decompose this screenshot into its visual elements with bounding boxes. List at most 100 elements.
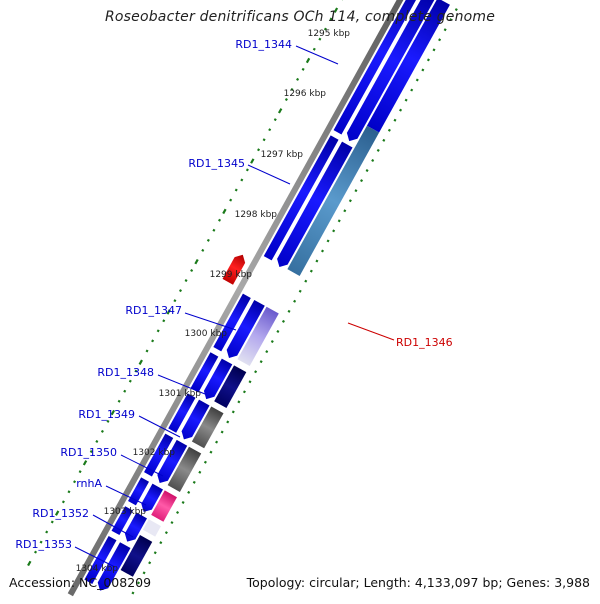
outer-tick-mark [296,78,299,81]
inner-tick-mark [421,68,424,71]
outer-tick-mark [274,118,277,121]
inner-tick-mark [182,501,185,504]
outer-tick-mark [306,58,310,63]
gene-label-rd1-1347[interactable]: RD1_1347 [125,304,182,317]
outer-tick-mark [83,460,87,465]
inner-tick-mark [321,250,324,253]
outer-tick-mark [101,430,104,433]
inner-tick-mark [299,290,302,293]
gene-label-rd1-1353[interactable]: RD1_1353 [15,538,72,551]
inner-tick-mark [366,169,369,172]
genome-summary-text: Topology: circular; Length: 4,133,097 bp… [247,575,590,590]
map-title: Roseobacter denitrificans OCh 114, compl… [0,9,600,25]
inner-tick-mark [444,28,447,31]
outer-tick-mark [45,531,48,534]
outer-tick-mark [212,229,215,232]
outer-tick-mark [146,349,149,352]
inner-tick-mark [310,270,313,273]
inner-tick-mark [315,260,318,263]
outer-tick-mark [222,209,226,214]
category-block-rd1-1352 [143,519,161,536]
tick-label: 1297 kbp [261,150,304,160]
inner-tick-mark [288,310,291,313]
outer-tick-mark [162,319,165,322]
gene-label-rd1-1349[interactable]: RD1_1349 [78,408,135,421]
outer-tick-mark [246,168,249,171]
inner-tick-mark [343,209,346,212]
inner-tick-mark [354,189,357,192]
gene-label-rd1-1350[interactable]: RD1_1350 [60,446,117,459]
inner-tick-mark [388,129,391,132]
inner-tick-mark [243,390,246,393]
outer-tick-mark [179,289,182,292]
inner-tick-mark [237,400,240,403]
inner-tick-mark [327,239,330,242]
gene-label-rd1-1344[interactable]: RD1_1344 [235,38,292,51]
gene-label-rd1-1346[interactable]: RD1_1346 [396,336,453,349]
gene-label-rnha[interactable]: rnhA [76,477,102,490]
outer-tick-mark [173,299,176,302]
inner-tick-mark [405,99,408,102]
outer-tick-mark [194,259,198,264]
tick-label: 1303 kbp [104,507,147,517]
gene-label-rd1-1345[interactable]: RD1_1345 [188,157,245,170]
inner-tick-mark [148,561,151,564]
outer-tick-mark [67,490,70,493]
inner-tick-mark [204,461,207,464]
inner-tick-mark [165,531,168,534]
inner-tick-mark [293,300,296,303]
inner-tick-mark [265,350,268,353]
outer-tick-mark [151,339,154,342]
outer-tick-mark [51,520,54,523]
outer-tick-mark [190,269,193,272]
inner-tick-mark [304,280,307,283]
tick-label: 1301 kbp [159,389,202,399]
inner-tick-mark [377,149,380,152]
outer-tick-mark [218,219,221,222]
tick-label: 1295 kbp [308,29,351,39]
tick-label: 1299 kbp [210,270,253,280]
outer-tick-mark [240,178,243,181]
inner-tick-mark [143,571,146,574]
inner-tick-mark [176,511,179,514]
gene-label-rd1-1348[interactable]: RD1_1348 [97,366,154,379]
outer-tick-mark [79,470,82,473]
inner-tick-mark [332,229,335,232]
inner-tick-mark [433,48,436,51]
outer-tick-mark [185,279,188,282]
inner-tick-mark [427,58,430,61]
outer-tick-mark [62,500,65,503]
outer-tick-mark [27,561,31,566]
inner-tick-mark [271,340,274,343]
inner-tick-mark [276,330,279,333]
accession-text: Accession: NC_008209 [9,575,151,590]
outer-tick-mark [34,551,37,554]
inner-tick-mark [221,431,224,434]
inner-tick-mark [193,481,196,484]
outer-tick-mark [250,158,254,163]
outer-tick-mark [118,400,121,403]
inner-tick-mark [282,320,285,323]
inner-tick-mark [438,38,441,41]
outer-tick-mark [123,390,126,393]
outer-tick-mark [302,68,305,71]
outer-tick-mark [229,199,232,202]
outer-tick-mark [235,189,238,192]
gene-label-rd1-1352[interactable]: RD1_1352 [32,507,89,520]
inner-tick-mark [131,591,134,594]
inner-tick-mark [349,199,352,202]
inner-tick-mark [416,79,419,82]
inner-tick-mark [232,410,235,413]
inner-tick-mark [260,360,263,363]
outer-tick-mark [95,440,98,443]
outer-tick-mark [257,148,260,151]
outer-tick-mark [313,48,316,51]
inner-tick-mark [338,219,341,222]
inner-tick-mark [393,119,396,122]
tick-label: 1300 kbp [185,329,228,339]
outer-tick-mark [129,380,132,383]
leader-rd1-1345 [248,165,290,184]
outer-tick-mark [268,128,271,131]
